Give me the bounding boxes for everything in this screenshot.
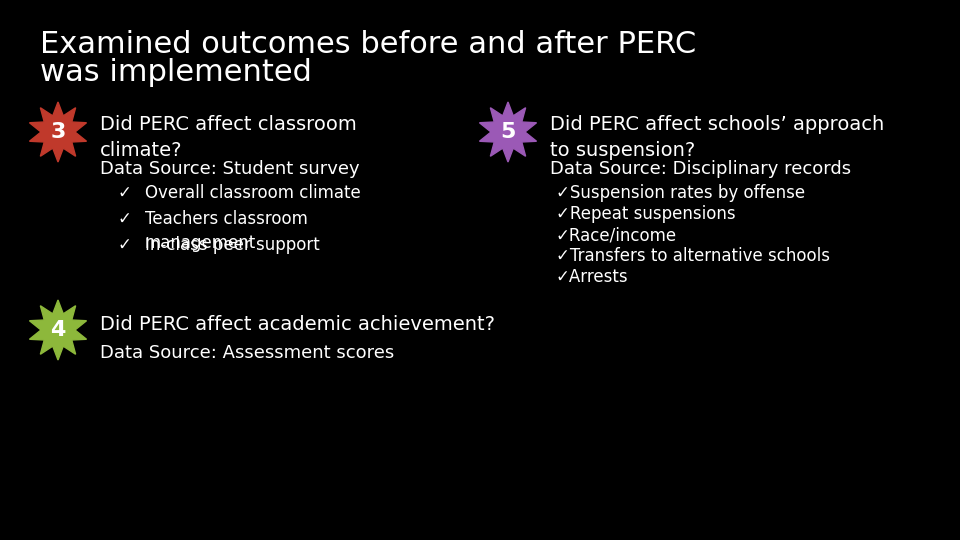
Polygon shape xyxy=(30,300,86,360)
Text: 4: 4 xyxy=(50,320,65,340)
Text: ✓Suspension rates by offense: ✓Suspension rates by offense xyxy=(556,184,805,202)
Text: ✓Transfers to alternative schools: ✓Transfers to alternative schools xyxy=(556,247,830,265)
Text: was implemented: was implemented xyxy=(40,58,312,87)
Text: In-class peer support: In-class peer support xyxy=(145,236,320,254)
Text: Teachers classroom
management: Teachers classroom management xyxy=(145,210,308,252)
Text: Overall classroom climate: Overall classroom climate xyxy=(145,184,361,202)
Text: ✓: ✓ xyxy=(118,184,132,202)
Polygon shape xyxy=(30,102,86,162)
Polygon shape xyxy=(479,102,537,162)
Text: ✓Arrests: ✓Arrests xyxy=(556,268,629,286)
Text: 5: 5 xyxy=(500,122,516,142)
Text: Did PERC affect academic achievement?: Did PERC affect academic achievement? xyxy=(100,315,495,334)
Text: Examined outcomes before and after PERC: Examined outcomes before and after PERC xyxy=(40,30,696,59)
Text: Data Source: Disciplinary records: Data Source: Disciplinary records xyxy=(550,160,852,178)
Text: Did PERC affect schools’ approach
to suspension?: Did PERC affect schools’ approach to sus… xyxy=(550,115,884,160)
Text: Data Source: Assessment scores: Data Source: Assessment scores xyxy=(100,344,395,362)
Text: ✓: ✓ xyxy=(118,210,132,228)
Text: ✓Race/income: ✓Race/income xyxy=(556,226,677,244)
Text: ✓: ✓ xyxy=(118,236,132,254)
Text: 3: 3 xyxy=(50,122,65,142)
Text: Data Source: Student survey: Data Source: Student survey xyxy=(100,160,360,178)
Text: ✓Repeat suspensions: ✓Repeat suspensions xyxy=(556,205,735,223)
Text: Did PERC affect classroom
climate?: Did PERC affect classroom climate? xyxy=(100,115,357,160)
